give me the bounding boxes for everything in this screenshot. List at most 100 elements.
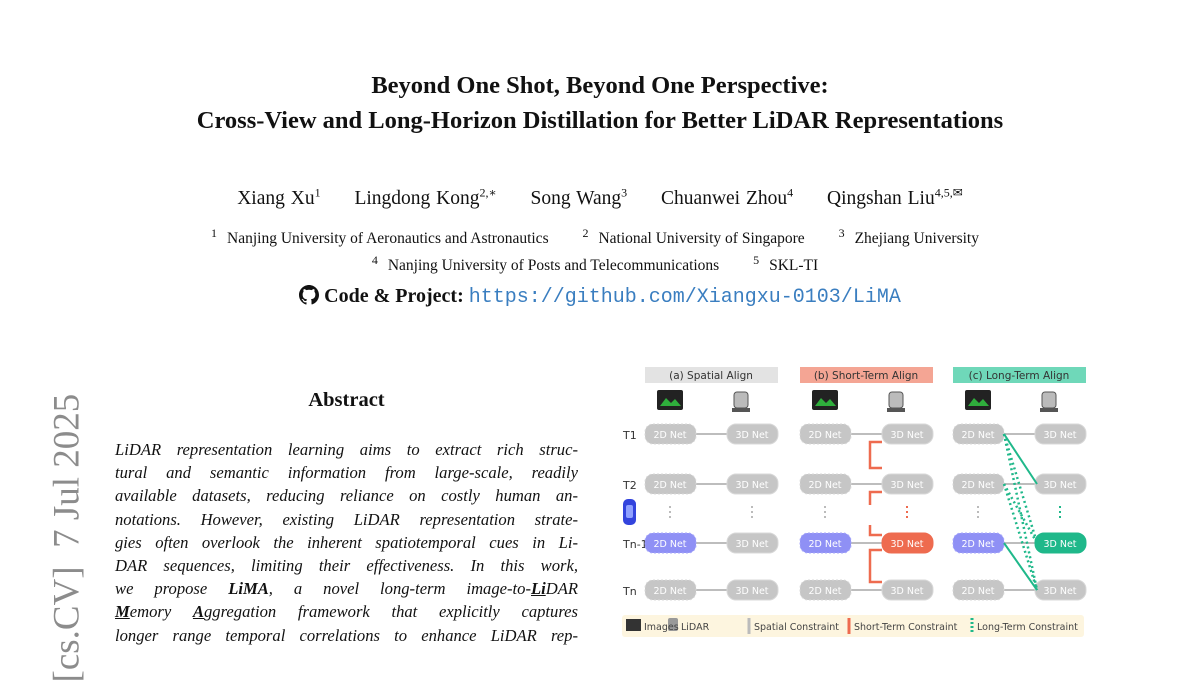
paper-title-line-1: Beyond One Shot, Beyond One Perspective:	[371, 72, 829, 99]
net-3d-label: 3D Net	[1043, 586, 1076, 597]
net-3d-box	[726, 473, 779, 495]
author: Lingdong Kong2,∗	[354, 185, 496, 209]
short-term-constraint	[868, 440, 882, 470]
legend-image-icon	[626, 619, 641, 631]
net-2d-label: 2D Net	[653, 539, 686, 550]
affiliation-sup: 2	[582, 226, 589, 240]
time-step-label: T2	[622, 479, 637, 492]
image-mountain	[815, 398, 836, 406]
image-mountain	[968, 398, 989, 406]
net-3d-label: 3D Net	[890, 480, 923, 491]
author-name: Song Wang	[530, 187, 622, 209]
short-term-constraint	[868, 490, 882, 537]
net-2d-label: 2D Net	[961, 586, 994, 597]
author: Qingshan Liu4,5,✉	[827, 185, 963, 209]
net-3d-label: 3D Net	[735, 586, 768, 597]
author-sup: 1	[314, 185, 321, 199]
panel-label: (c) Long-Term Align	[969, 370, 1070, 382]
net-3d-box	[1034, 423, 1087, 445]
affiliation-name: National University of Singapore	[598, 230, 805, 248]
net-2d-label: 2D Net	[653, 430, 686, 441]
long-term-constraint-dotted	[1002, 483, 1039, 544]
net-2d-label: 2D Net	[808, 539, 841, 550]
net-2d-box	[644, 532, 697, 554]
long-term-constraint-dotted	[1002, 483, 1039, 591]
car-window	[626, 505, 633, 518]
affiliation: 2 National University of Singapore	[582, 226, 814, 248]
net-3d-label: 3D Net	[1043, 430, 1076, 441]
net-3d-label: 3D Net	[890, 586, 923, 597]
image-icon	[965, 390, 991, 410]
affiliations-line-1: 1 Nanjing University of Aeronautics and A…	[0, 226, 1200, 248]
abstract-line: Memory Aggregation framework that explic…	[115, 602, 578, 622]
image-icon	[657, 390, 683, 410]
lidar-icon	[888, 391, 904, 409]
panel-label: (a) Spatial Align	[669, 370, 753, 382]
short-term-constraint	[868, 548, 882, 584]
legend-label: LiDAR	[681, 622, 710, 633]
net-3d-label: 3D Net	[735, 539, 768, 550]
author-list: Xiang Xu1 Lingdong Kong2,∗ Song Wang3 Ch…	[0, 185, 1200, 210]
affiliation-sup: 1	[211, 226, 218, 240]
net-2d-box	[799, 532, 852, 554]
author-sup: 3	[621, 185, 628, 199]
project-link[interactable]: https://github.com/Xiangxu-0103/LiMA	[468, 286, 901, 309]
affiliation-sup: 5	[753, 253, 760, 267]
net-3d-label: 3D Net	[1043, 480, 1076, 491]
legend-label: Long-Term Constraint	[977, 622, 1078, 633]
image-mountain	[660, 398, 681, 406]
panel-label: (b) Short-Term Align	[814, 370, 918, 382]
abstract-line: available datasets, reducing reliance on…	[115, 486, 578, 506]
net-3d-box	[1034, 532, 1087, 554]
net-2d-box	[952, 579, 1005, 601]
lidar-base	[1040, 408, 1058, 412]
net-3d-box	[726, 532, 779, 554]
author: Chuanwei Zhou4	[661, 185, 794, 209]
affiliation: 1 Nanjing University of Aeronautics and A…	[211, 226, 559, 247]
affiliation-name: SKL-TI	[769, 257, 819, 275]
affiliation-name: Nanjing University of Posts and Telecomm…	[387, 257, 720, 275]
legend-label: Spatial Constraint	[754, 622, 839, 633]
author-sup: 4,5,✉	[934, 185, 963, 199]
affiliation: 5 SKL-TI	[753, 253, 828, 275]
net-3d-box	[1034, 579, 1087, 601]
image-icon	[812, 390, 838, 410]
figure-1: T1 T2 Tn-1 Tn (a) Spatial Align 2D Net 3D Net 2…	[622, 367, 1087, 637]
abstract-heading: Abstract	[308, 389, 385, 411]
net-3d-box	[881, 423, 934, 445]
net-2d-label: 2D Net	[961, 480, 994, 491]
abstract-text: LiDAR representation learning aims to ex…	[115, 438, 578, 647]
author: Song Wang3	[530, 185, 628, 209]
net-3d-box	[1034, 473, 1087, 495]
legend-bg	[622, 615, 1084, 637]
lidar-icon	[1041, 391, 1057, 409]
legend-lidar-icon	[668, 618, 678, 631]
net-3d-label: 3D Net	[890, 430, 923, 441]
affiliation: 4 Nanjing University of Posts and Telecom…	[372, 253, 729, 275]
affiliations-line-2: 4 Nanjing University of Posts and Telecom…	[0, 253, 1200, 275]
long-term-constraint-dotted	[1002, 433, 1039, 544]
paper-title-line-2: Cross-View and Long-Horizon Distillation…	[196, 107, 1004, 134]
author-name: Chuanwei Zhou	[661, 187, 788, 209]
net-2d-box	[799, 423, 852, 445]
net-3d-label: 3D Net	[1043, 539, 1076, 550]
net-2d-label: 2D Net	[808, 430, 841, 441]
author-sup: 4	[787, 185, 794, 199]
abstract-line: notations. However, existing LiDAR repre…	[115, 509, 578, 529]
code-project-line: Code & Project: https://github.com/Xiang…	[0, 285, 1200, 309]
net-2d-label: 2D Net	[653, 480, 686, 491]
net-2d-label: 2D Net	[808, 480, 841, 491]
affiliation-name: Zhejiang University	[854, 230, 979, 248]
lidar-icon	[733, 391, 749, 409]
long-term-constraint	[1003, 542, 1038, 591]
legend-label: Short-Term Constraint	[854, 622, 958, 633]
lidar-base	[887, 408, 905, 412]
net-3d-label: 3D Net	[735, 430, 768, 441]
net-3d-label: 3D Net	[735, 480, 768, 491]
net-3d-label: 3D Net	[890, 539, 923, 550]
author: Xiang Xu1	[237, 185, 321, 209]
net-3d-box	[726, 423, 779, 445]
net-3d-box	[881, 473, 934, 495]
net-3d-box	[881, 579, 934, 601]
arxiv-stamp: [cs.CV] 7 Jul 2025	[46, 393, 88, 683]
